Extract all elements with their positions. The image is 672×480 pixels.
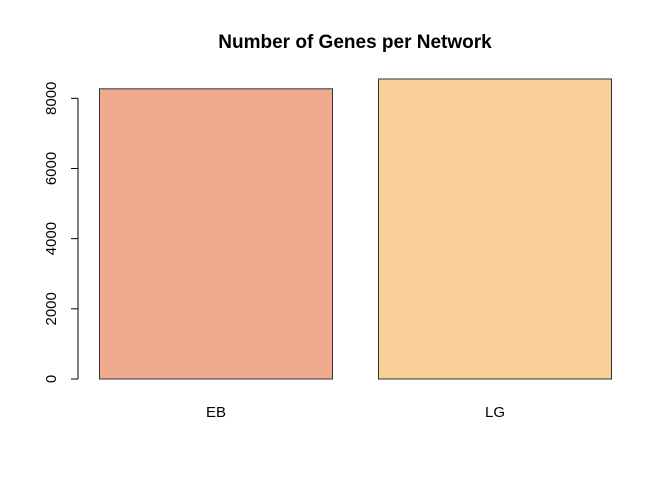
y-tick-label: 6000 (43, 152, 60, 185)
y-tick-label: 2000 (43, 292, 60, 325)
bar-lg (378, 78, 612, 380)
x-category-label: EB (206, 404, 226, 421)
x-axis-labels: EB LG (206, 404, 505, 421)
y-tick-label: 0 (43, 375, 60, 383)
bar-eb (99, 88, 333, 380)
y-axis: 0 2000 4000 6000 8000 (43, 82, 79, 383)
bars (99, 78, 612, 380)
y-tick-label: 8000 (43, 82, 60, 115)
x-category-label: LG (485, 404, 505, 421)
y-tick-label: 4000 (43, 222, 60, 255)
chart-title: Number of Genes per Network (218, 32, 492, 53)
